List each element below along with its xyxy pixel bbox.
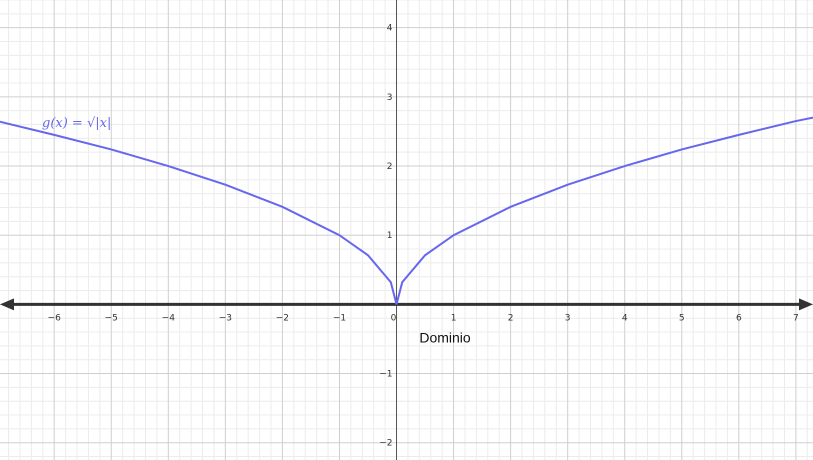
y-tick-label: 2 — [387, 162, 393, 172]
x-tick-label: −2 — [276, 313, 289, 323]
x-tick-label: 0 — [391, 313, 397, 323]
y-tick-label: −1 — [379, 370, 392, 380]
y-tick-label: 3 — [387, 93, 393, 103]
x-tick-label: 5 — [679, 313, 685, 323]
series-line-g — [0, 116, 813, 305]
x-tick-label: 6 — [736, 313, 742, 323]
x-tick-label: 7 — [793, 313, 799, 323]
function-label: g(x) = √|x| — [42, 116, 111, 131]
x-axis-left-arrowhead — [0, 298, 14, 311]
x-tick-label: 4 — [622, 313, 628, 323]
x-tick-label: −4 — [162, 313, 176, 323]
x-axis-right-arrowhead — [799, 298, 813, 311]
y-tick-labels: −2 −1 1 2 3 4 — [379, 24, 393, 449]
x-tick-label: −5 — [105, 313, 118, 323]
x-tick-label: −3 — [219, 313, 232, 323]
x-tick-label: 3 — [565, 313, 571, 323]
y-tick-label: −2 — [379, 439, 392, 449]
dominio-annotation: Dominio — [419, 329, 471, 345]
x-tick-labels: −6 −5 −4 −3 −2 −1 0 1 2 3 4 5 6 7 — [48, 313, 799, 323]
x-tick-label: 2 — [508, 313, 514, 323]
y-tick-label: 4 — [387, 24, 393, 34]
x-tick-label: 1 — [451, 313, 457, 323]
x-tick-label: −6 — [48, 313, 62, 323]
x-tick-label: −1 — [333, 313, 346, 323]
y-tick-label: 1 — [387, 231, 393, 241]
